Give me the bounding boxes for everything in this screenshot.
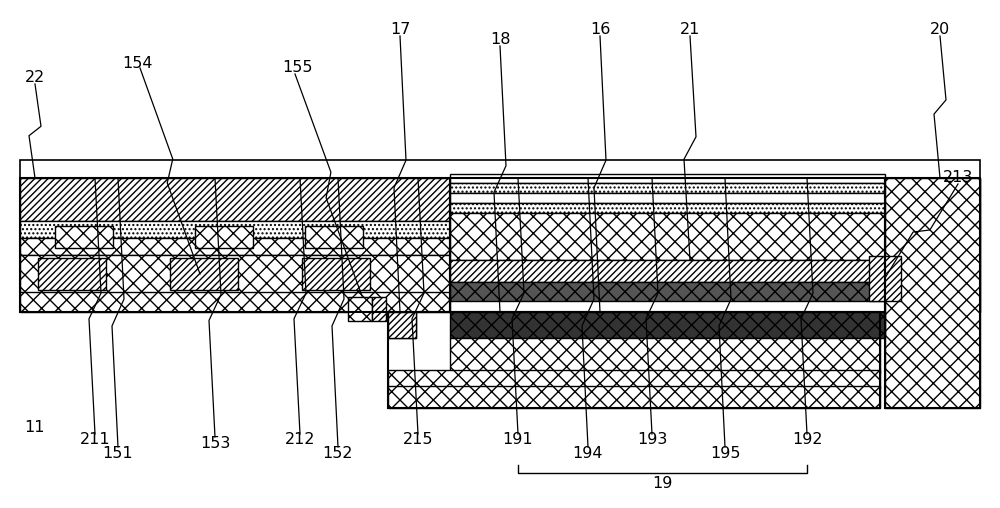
Text: 21: 21 xyxy=(680,22,700,38)
Text: 194: 194 xyxy=(573,446,603,460)
Bar xyxy=(20,255,450,293)
Bar xyxy=(170,258,238,290)
Text: 192: 192 xyxy=(792,432,822,448)
Text: 17: 17 xyxy=(390,22,410,38)
Text: 215: 215 xyxy=(403,432,433,448)
Bar xyxy=(38,258,106,290)
Bar xyxy=(20,221,450,238)
Bar xyxy=(885,178,980,312)
Text: 19: 19 xyxy=(652,475,672,491)
Text: 155: 155 xyxy=(283,60,313,76)
Bar xyxy=(450,338,880,373)
Bar xyxy=(885,178,980,408)
Bar xyxy=(20,292,450,312)
Text: 154: 154 xyxy=(123,55,153,71)
Bar xyxy=(450,282,885,301)
Bar xyxy=(450,213,885,260)
Bar xyxy=(55,226,113,248)
Bar xyxy=(388,370,880,388)
Bar xyxy=(20,178,450,312)
Text: 152: 152 xyxy=(323,446,353,460)
Text: 18: 18 xyxy=(490,33,510,48)
Bar xyxy=(20,160,980,178)
Bar xyxy=(302,258,370,290)
Text: 191: 191 xyxy=(503,432,533,448)
Text: 153: 153 xyxy=(200,435,230,451)
Bar xyxy=(450,183,885,193)
Bar xyxy=(869,256,901,301)
Text: 20: 20 xyxy=(930,22,950,38)
Bar xyxy=(388,312,416,338)
Polygon shape xyxy=(388,312,416,338)
Bar xyxy=(348,297,372,321)
Bar xyxy=(388,312,880,408)
Text: 213: 213 xyxy=(943,171,973,185)
Text: 195: 195 xyxy=(710,446,740,460)
Bar xyxy=(450,174,885,183)
Bar xyxy=(450,312,885,338)
Bar xyxy=(450,260,885,282)
Text: 212: 212 xyxy=(285,432,315,448)
Bar xyxy=(20,238,450,255)
Bar xyxy=(450,193,885,203)
Bar xyxy=(450,203,885,213)
Text: 151: 151 xyxy=(103,446,133,460)
Bar xyxy=(450,178,885,312)
Bar xyxy=(20,178,450,221)
Text: 16: 16 xyxy=(590,22,610,38)
Bar xyxy=(305,226,363,248)
Text: 211: 211 xyxy=(80,432,110,448)
Text: 11: 11 xyxy=(25,421,45,435)
Bar xyxy=(885,178,980,408)
Text: 193: 193 xyxy=(637,432,667,448)
Text: 22: 22 xyxy=(25,71,45,85)
Bar xyxy=(388,386,880,408)
Bar xyxy=(195,226,253,248)
Bar xyxy=(372,297,386,321)
